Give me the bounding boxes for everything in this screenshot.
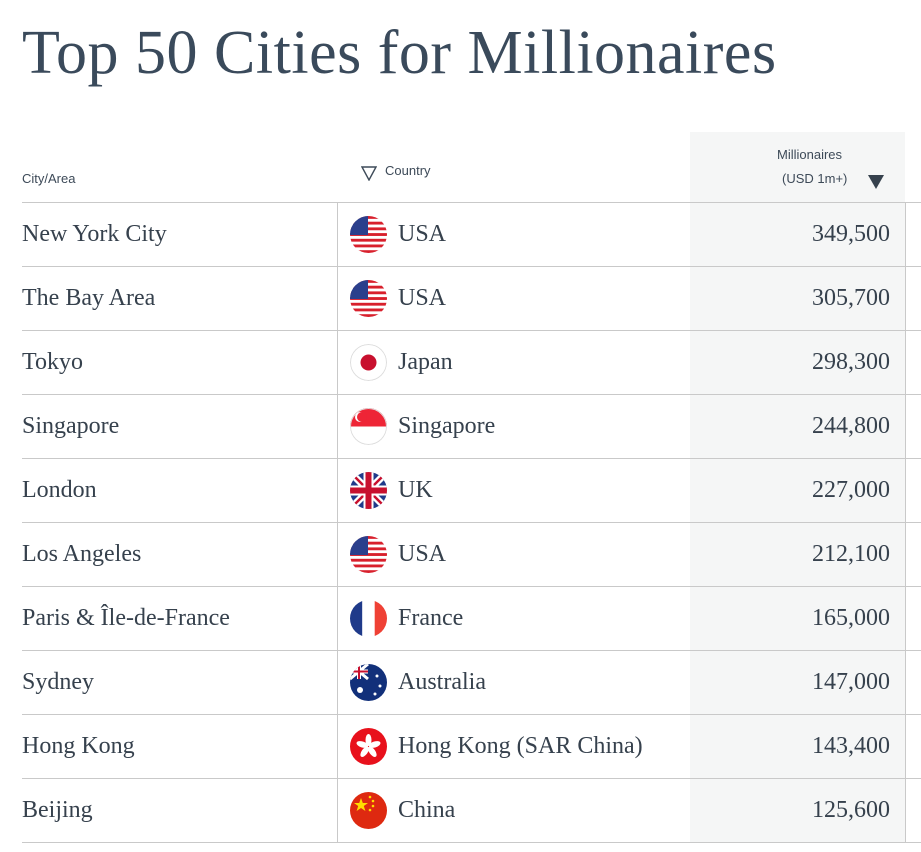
city-cell: Tokyo	[22, 349, 83, 375]
country-name: France	[398, 605, 464, 631]
country-name: Japan	[398, 349, 453, 375]
country-cell: USA	[337, 267, 691, 330]
table-row: Singapore Singapore 244,800	[22, 395, 921, 459]
millionaires-cell: 244,800	[690, 395, 906, 458]
country-name: UK	[398, 477, 433, 503]
millionaires-value: 125,600	[812, 797, 890, 823]
country-name: Australia	[398, 669, 486, 695]
us-flag-icon	[350, 536, 387, 573]
table-row: The Bay Area USA 305,700	[22, 267, 921, 331]
country-cell: USA	[337, 523, 691, 586]
millionaires-value: 244,800	[812, 413, 890, 439]
millionaires-value: 212,100	[812, 541, 890, 567]
country-cell: China	[337, 779, 691, 842]
table-row: Sydney Australia 147,000	[22, 651, 921, 715]
city-cell: Hong Kong	[22, 733, 135, 759]
millionaires-header-bg	[690, 132, 905, 202]
country-cell: Australia	[337, 651, 691, 714]
millionaires-value: 298,300	[812, 349, 890, 375]
country-name: USA	[398, 541, 447, 567]
country-cell: UK	[337, 459, 691, 522]
millionaires-value: 147,000	[812, 669, 890, 695]
sg-flag-icon	[350, 408, 387, 445]
table-header: City/Area Country Millionaires (USD 1m+)	[22, 132, 921, 203]
millionaires-cell: 305,700	[690, 267, 906, 330]
city-cell: Singapore	[22, 413, 120, 439]
city-cell: Beijing	[22, 797, 93, 823]
table-row: Beijing China 125,600	[22, 779, 921, 843]
millionaires-value: 143,400	[812, 733, 890, 759]
millionaires-cell: 349,500	[690, 203, 906, 266]
country-column-header[interactable]: Country	[385, 163, 431, 178]
cn-flag-icon	[350, 792, 387, 829]
city-column-header[interactable]: City/Area	[22, 171, 76, 186]
millionaires-cell: 165,000	[690, 587, 906, 650]
millionaires-column-header[interactable]: Millionaires	[777, 147, 843, 162]
page-title: Top 50 Cities for Millionaires	[22, 19, 777, 87]
uk-flag-icon	[350, 472, 387, 509]
hk-flag-icon	[350, 728, 387, 765]
millionaires-value: 349,500	[812, 221, 890, 247]
country-filter-icon[interactable]	[361, 165, 377, 181]
country-name: USA	[398, 221, 447, 247]
table-row: Paris & Île-de-France France 165,000	[22, 587, 921, 651]
millionaires-cell: 147,000	[690, 651, 906, 714]
city-cell: The Bay Area	[22, 285, 156, 311]
country-name: China	[398, 797, 456, 823]
table-row: New York City USA 349,500	[22, 203, 921, 267]
country-name: USA	[398, 285, 447, 311]
table-row: Hong Kong Hong Kong (SAR China) 143,400	[22, 715, 921, 779]
millionaires-value: 227,000	[812, 477, 890, 503]
millionaires-value: 165,000	[812, 605, 890, 631]
cities-table: City/Area Country Millionaires (USD 1m+)…	[22, 132, 921, 843]
city-cell: New York City	[22, 221, 167, 247]
table-row: Los Angeles USA 212,100	[22, 523, 921, 587]
au-flag-icon	[350, 664, 387, 701]
table-row: Tokyo Japan 298,300	[22, 331, 921, 395]
millionaires-cell: 125,600	[690, 779, 906, 842]
fr-flag-icon	[350, 600, 387, 637]
millionaires-column-unit: (USD 1m+)	[782, 171, 848, 186]
jp-flag-icon	[350, 344, 387, 381]
country-name: Hong Kong (SAR China)	[398, 733, 643, 759]
country-cell: USA	[337, 203, 691, 266]
us-flag-icon	[350, 216, 387, 253]
city-cell: Sydney	[22, 669, 94, 695]
country-cell: France	[337, 587, 691, 650]
country-cell: Singapore	[337, 395, 691, 458]
millionaires-cell: 227,000	[690, 459, 906, 522]
us-flag-icon	[350, 280, 387, 317]
city-cell: London	[22, 477, 97, 503]
city-cell: Los Angeles	[22, 541, 142, 567]
millionaires-value: 305,700	[812, 285, 890, 311]
millionaires-cell: 298,300	[690, 331, 906, 394]
sort-descending-icon[interactable]	[868, 175, 884, 189]
country-cell: Japan	[337, 331, 691, 394]
table-row: London UK 227,000	[22, 459, 921, 523]
millionaires-cell: 143,400	[690, 715, 906, 778]
millionaires-cell: 212,100	[690, 523, 906, 586]
country-name: Singapore	[398, 413, 496, 439]
country-cell: Hong Kong (SAR China)	[337, 715, 691, 778]
city-cell: Paris & Île-de-France	[22, 605, 230, 631]
